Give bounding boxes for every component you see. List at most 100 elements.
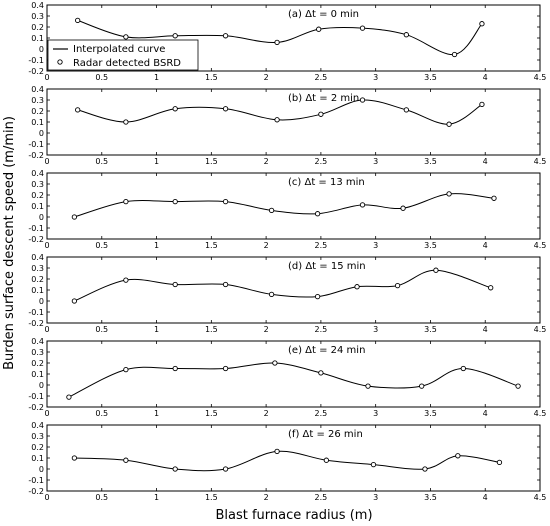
x-tick-label: 2.5: [315, 325, 328, 334]
radar-point: [496, 459, 503, 466]
legend-points-label: Radar detected BSRD: [73, 58, 181, 69]
x-tick-label: 0.5: [95, 325, 108, 334]
radar-point: [71, 214, 78, 220]
x-tick-label: 0: [44, 325, 49, 334]
x-tick-label: 0.5: [95, 409, 108, 418]
panels-group: 0 0.5 1 1.5 2 2.5 3 3.5 4 4.5-0.2-0.100.10.20.30.…: [28, 1, 546, 502]
radar-point: [172, 365, 178, 372]
radar-point: [123, 34, 129, 40]
x-tick-label: 4: [483, 241, 488, 250]
radar-point: [422, 466, 428, 472]
y-tick-label: 0.1: [31, 454, 44, 463]
radar-point: [354, 284, 360, 290]
radar-point: [479, 21, 485, 27]
radar-point: [268, 291, 275, 298]
x-tick-label: 1: [154, 157, 159, 166]
y-tick-label: -0.2: [28, 151, 44, 160]
y-tick-label: 0.2: [31, 191, 44, 200]
radar-point: [274, 39, 280, 46]
radar-point: [403, 107, 409, 113]
y-tick-label: -0.2: [28, 403, 44, 412]
radar-point: [71, 455, 78, 461]
x-tick-label: 1: [154, 409, 159, 418]
y-tick-label: -0.2: [28, 487, 44, 496]
y-tick-label: 0.3: [31, 96, 44, 105]
y-tick-label: -0.1: [28, 140, 44, 149]
x-tick-label: 4: [483, 73, 488, 82]
radar-point: [172, 106, 178, 112]
y-tick-label: 0.1: [31, 370, 44, 379]
x-axis-title: Blast furnace radius (m): [215, 508, 372, 523]
y-tick-label: 0.3: [31, 348, 44, 357]
x-tick-label: 4.5: [534, 493, 547, 502]
interpolated-curve: [77, 19, 483, 56]
radar-point: [222, 33, 229, 39]
y-tick-label: 0.4: [31, 1, 44, 10]
radar-point: [359, 202, 366, 208]
x-tick-label: 4.5: [534, 409, 547, 418]
x-tick-label: 1: [154, 241, 159, 250]
x-tick-label: 2: [264, 409, 269, 418]
y-tick-label: 0.2: [31, 275, 44, 284]
radar-point: [318, 111, 324, 117]
radar-point: [314, 293, 321, 300]
panel-c: 0 0.5 1 1.5 2 2.5 3 3.5 4 4.5-0.2-0.100.10.20.30.…: [28, 169, 546, 250]
radar-point: [446, 121, 452, 127]
y-tick-label: 0.1: [31, 34, 44, 43]
y-tick-label: -0.1: [28, 224, 44, 233]
radar-point: [222, 106, 229, 112]
y-tick-label: -0.1: [28, 308, 44, 317]
radar-point: [222, 365, 229, 372]
radar-point: [172, 33, 178, 39]
x-tick-label: 4.5: [534, 241, 547, 250]
x-tick-label: 2: [264, 493, 269, 502]
y-tick-label: -0.2: [28, 235, 44, 244]
x-tick-label: 2: [264, 241, 269, 250]
legend-box: [47, 39, 199, 71]
x-tick-label: 1.5: [205, 157, 218, 166]
x-tick-label: 0: [44, 493, 49, 502]
x-tick-label: 3: [373, 73, 378, 82]
radar-point: [274, 448, 280, 455]
x-tick-label: 0.5: [95, 157, 108, 166]
x-tick-label: 2.5: [315, 241, 328, 250]
radar-point: [172, 198, 178, 205]
radar-point: [75, 17, 81, 24]
radar-point: [365, 383, 371, 389]
radar-point: [274, 117, 280, 123]
y-tick-label: 0.2: [31, 23, 44, 32]
legend-marker-swatch: [57, 59, 63, 65]
x-tick-label: 1: [154, 73, 159, 82]
panel-d: 0 0.5 1 1.5 2 2.5 3 3.5 4 4.5-0.2-0.100.10.20.30.…: [28, 253, 546, 334]
x-tick-label: 0.5: [95, 493, 108, 502]
x-tick-label: 4.5: [534, 325, 547, 334]
radar-point: [123, 457, 129, 463]
radar-point: [268, 207, 275, 214]
panel-e: 0 0.5 1 1.5 2 2.5 3 3.5 4 4.5-0.2-0.100.10.20.30.…: [28, 337, 546, 418]
x-tick-label: 1.5: [205, 325, 218, 334]
y-tick-label: -0.1: [28, 476, 44, 485]
x-tick-label: 2.5: [315, 73, 328, 82]
x-tick-label: 4.5: [534, 157, 547, 166]
radar-point: [123, 277, 129, 283]
radar-point: [359, 97, 366, 103]
radar-point: [433, 267, 439, 273]
y-tick-label: -0.2: [28, 67, 44, 76]
y-tick-label: 0.3: [31, 12, 44, 21]
y-tick-label: -0.2: [28, 319, 44, 328]
panel-b: 0 0.5 1 1.5 2 2.5 3 3.5 4 4.5-0.2-0.100.10.20.30.…: [28, 85, 546, 166]
radar-point: [479, 101, 485, 108]
y-tick-label: 0.4: [31, 421, 44, 430]
y-tick-label: -0.1: [28, 56, 44, 65]
radar-point: [123, 119, 129, 125]
radar-point: [75, 107, 81, 113]
radar-point: [323, 457, 330, 463]
x-tick-label: 0: [44, 409, 49, 418]
x-tick-label: 3.5: [424, 325, 437, 334]
radar-point: [419, 383, 425, 389]
y-tick-label: 0.3: [31, 180, 44, 189]
radar-point: [314, 211, 321, 217]
radar-point: [400, 205, 406, 211]
interpolated-curve: [77, 99, 483, 125]
